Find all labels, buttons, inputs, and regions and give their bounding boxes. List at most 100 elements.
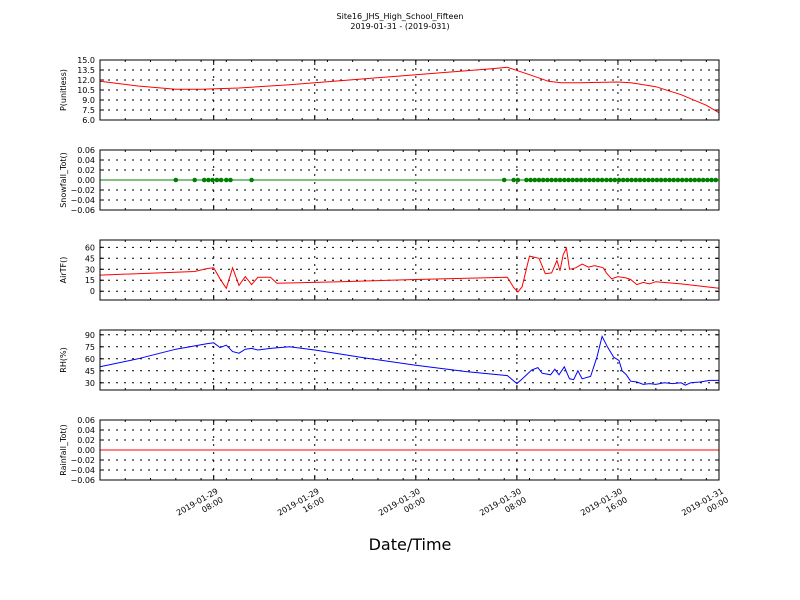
data-point-marker	[524, 177, 529, 183]
data-point-marker	[599, 177, 605, 183]
data-point-marker	[173, 177, 179, 183]
y-tick-label: 9.0	[82, 96, 95, 105]
x-axis-label: Date/Time	[369, 535, 452, 554]
series-line	[99, 66, 720, 114]
data-point-marker	[616, 177, 622, 183]
y-tick-label: 0.02	[77, 436, 95, 445]
data-point-marker	[663, 177, 668, 183]
data-point-marker	[515, 177, 521, 183]
chart-title: Site16_JHS_High_School_Fifteen	[337, 12, 464, 21]
data-point-marker	[654, 177, 660, 183]
y-tick-label: 60	[85, 355, 95, 364]
data-point-marker	[705, 177, 710, 183]
data-point-marker	[249, 177, 254, 183]
data-point-marker	[574, 177, 580, 183]
y-tick-label: 0.02	[77, 166, 95, 175]
chart-subtitle: 2019-01-31 - (2019-031)	[350, 22, 449, 31]
x-tick-label: 2019-01-3016:00	[579, 487, 629, 527]
data-point-marker	[192, 177, 197, 183]
data-point-marker	[633, 177, 639, 183]
panels: 6.07.59.010.512.013.515.0 P(unitless) −0.0…	[59, 56, 720, 485]
y-tick-label: −0.02	[70, 456, 95, 465]
data-point-marker	[587, 177, 592, 183]
data-point-marker	[228, 177, 233, 183]
y-tick-label: 45	[85, 367, 95, 376]
data-point-marker	[214, 177, 220, 183]
data-point-marker	[545, 177, 550, 183]
panel-5: −0.06−0.04−0.020.000.020.040.06 Rainfall_…	[59, 416, 720, 485]
data-point-marker	[224, 177, 229, 183]
y-tick-label: 0.04	[77, 426, 95, 435]
x-axis-tick-labels: 2019-01-2908:00 2019-01-2916:00 2019-01-30…	[175, 487, 730, 527]
data-point-marker	[201, 177, 207, 183]
data-point-marker	[608, 177, 613, 183]
data-point-marker	[604, 177, 609, 183]
panel-frame	[99, 59, 720, 121]
data-point-marker	[625, 177, 630, 183]
x-tick-label: 2019-01-2908:00	[175, 487, 225, 527]
data-point-marker	[620, 177, 626, 183]
data-point-marker	[570, 177, 575, 183]
data-point-marker	[658, 177, 664, 183]
y-tick-label: 13.5	[77, 66, 95, 75]
panel-2: −0.06−0.04−0.020.000.020.040.06 Snowfall_…	[59, 146, 720, 215]
data-point-marker	[688, 177, 693, 183]
y-tick-label: 30	[85, 265, 95, 274]
y-tick-label: 75	[85, 343, 95, 352]
data-point-marker	[501, 177, 507, 183]
data-point-marker	[528, 177, 533, 183]
y-tick-label: 7.5	[82, 106, 95, 115]
y-tick-label: 12.0	[77, 76, 95, 85]
panel-1: 6.07.59.010.512.013.515.0 P(unitless)	[59, 56, 720, 125]
y-tick-label: 90	[85, 331, 95, 340]
x-tick-label: 2019-01-3100:00	[680, 487, 730, 527]
y-axis-label: P(unitless)	[59, 69, 68, 111]
data-point-marker	[637, 177, 643, 183]
y-tick-label: −0.04	[70, 196, 95, 205]
data-point-marker	[557, 177, 563, 183]
y-tick-label: −0.06	[70, 206, 95, 215]
y-tick-label: 0.06	[77, 146, 95, 155]
y-tick-label: 0.06	[77, 416, 95, 425]
data-point-marker	[540, 177, 546, 183]
data-point-marker	[709, 177, 714, 183]
panel-3: 0 15 30 45 60 AirTF()	[59, 239, 720, 301]
data-point-marker	[667, 177, 672, 183]
data-point-marker	[532, 177, 538, 183]
y-tick-label: 0.00	[77, 176, 95, 185]
y-tick-label: 45	[85, 254, 95, 263]
data-point-marker	[629, 177, 634, 183]
y-tick-label: 10.5	[77, 86, 95, 95]
y-tick-label: 30	[85, 379, 95, 388]
data-point-marker	[578, 177, 584, 183]
panel-frame	[99, 419, 720, 481]
data-point-marker	[206, 177, 211, 183]
data-point-marker	[218, 177, 224, 183]
data-point-marker	[700, 177, 706, 183]
data-point-marker	[612, 177, 618, 183]
y-tick-label: 15.0	[77, 56, 95, 65]
data-point-marker	[713, 177, 719, 183]
x-tick-label: 2019-01-2916:00	[276, 487, 326, 527]
y-axis-label: Snowfall_Tot()	[59, 152, 68, 208]
series-line	[99, 246, 720, 293]
y-tick-label: 0	[90, 287, 95, 296]
x-tick-label: 2019-01-3000:00	[377, 487, 427, 527]
data-point-marker	[553, 177, 559, 183]
y-axis-label: Rainfall_Tot()	[59, 424, 68, 476]
panel-frame	[99, 149, 720, 211]
data-point-marker	[591, 177, 596, 183]
panel-4: 30 45 60 75 90 RH(%)	[59, 329, 720, 391]
y-tick-label: −0.06	[70, 476, 95, 485]
data-point-marker	[650, 177, 655, 183]
y-axis-label: RH(%)	[59, 347, 68, 372]
data-point-marker	[549, 177, 554, 183]
y-tick-label: 0.04	[77, 156, 95, 165]
panel-frame	[99, 239, 720, 301]
data-point-marker	[696, 177, 702, 183]
data-point-marker	[671, 177, 676, 183]
y-tick-label: −0.04	[70, 466, 95, 475]
y-tick-label: 15	[85, 276, 95, 285]
data-point-marker	[566, 177, 571, 183]
